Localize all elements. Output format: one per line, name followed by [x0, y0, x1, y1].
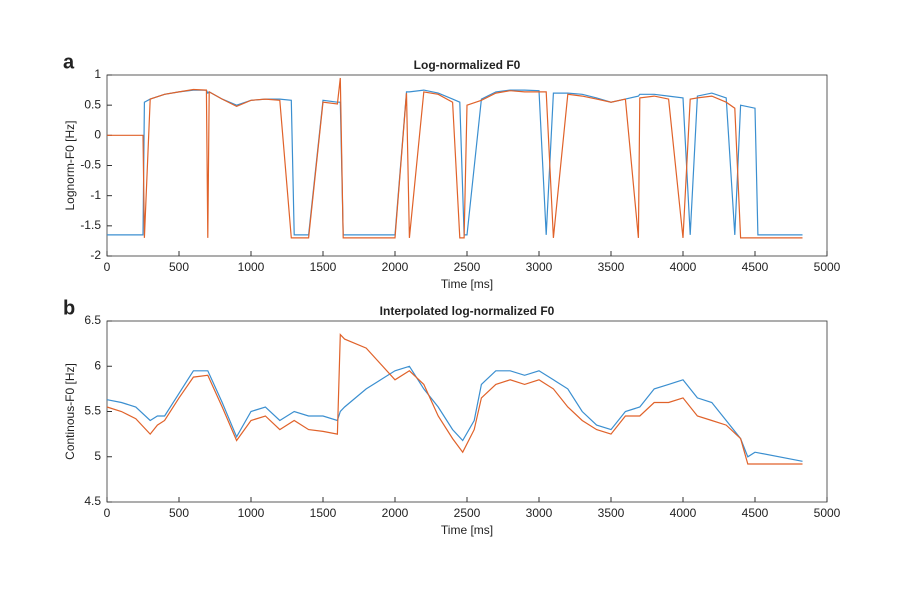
y-tick-label: 4.5: [84, 494, 101, 508]
y-tick-label: 5: [94, 449, 101, 463]
x-tick-label: 0: [104, 260, 111, 274]
y-tick-label: 0.5: [84, 97, 101, 111]
plot-area: [106, 320, 828, 503]
y-tick-label: -2: [90, 248, 101, 262]
x-tick-label: 4500: [742, 506, 769, 520]
series-line: [106, 365, 803, 462]
chart-title: Log-normalized F0: [414, 58, 521, 72]
x-tick-label: 0: [104, 506, 111, 520]
x-axis-label: Time [ms]: [441, 277, 493, 291]
x-tick-label: 2500: [454, 506, 481, 520]
x-tick-label: 500: [169, 506, 189, 520]
x-tick-label: 2000: [382, 260, 409, 274]
x-tick-label: 1500: [310, 506, 337, 520]
x-tick-label: 2500: [454, 260, 481, 274]
x-tick-label: 1000: [238, 260, 265, 274]
y-tick-label: 6.5: [84, 313, 101, 327]
y-tick-label: 5.5: [84, 404, 101, 418]
x-axis-label: Time [ms]: [441, 523, 493, 537]
x-tick-label: 1000: [238, 506, 265, 520]
chart-title: Interpolated log-normalized F0: [380, 304, 555, 318]
x-tick-label: 2000: [382, 506, 409, 520]
plot-area: [106, 74, 828, 257]
panel-label: a: [63, 51, 75, 73]
x-tick-label: 3500: [598, 260, 625, 274]
x-tick-label: 500: [169, 260, 189, 274]
panel-label: b: [63, 297, 75, 319]
series-line: [106, 333, 803, 465]
x-tick-label: 1500: [310, 260, 337, 274]
x-tick-label: 5000: [814, 506, 841, 520]
y-axis-label: Lognorm-F0 [Hz]: [63, 120, 77, 210]
y-tick-label: 0: [94, 128, 101, 142]
x-tick-label: 5000: [814, 260, 841, 274]
y-tick-label: -0.5: [80, 158, 101, 172]
y-tick-label: 1: [94, 67, 101, 81]
y-tick-label: -1.5: [80, 218, 101, 232]
series-line: [107, 77, 803, 239]
x-tick-label: 3500: [598, 506, 625, 520]
x-tick-label: 4000: [670, 506, 697, 520]
x-tick-label: 3000: [526, 506, 553, 520]
y-axis-label: Continous-F0 [Hz]: [63, 363, 77, 460]
x-tick-label: 4500: [742, 260, 769, 274]
y-tick-label: 6: [94, 358, 101, 372]
x-tick-label: 3000: [526, 260, 553, 274]
x-tick-label: 4000: [670, 260, 697, 274]
y-tick-label: -1: [90, 188, 101, 202]
